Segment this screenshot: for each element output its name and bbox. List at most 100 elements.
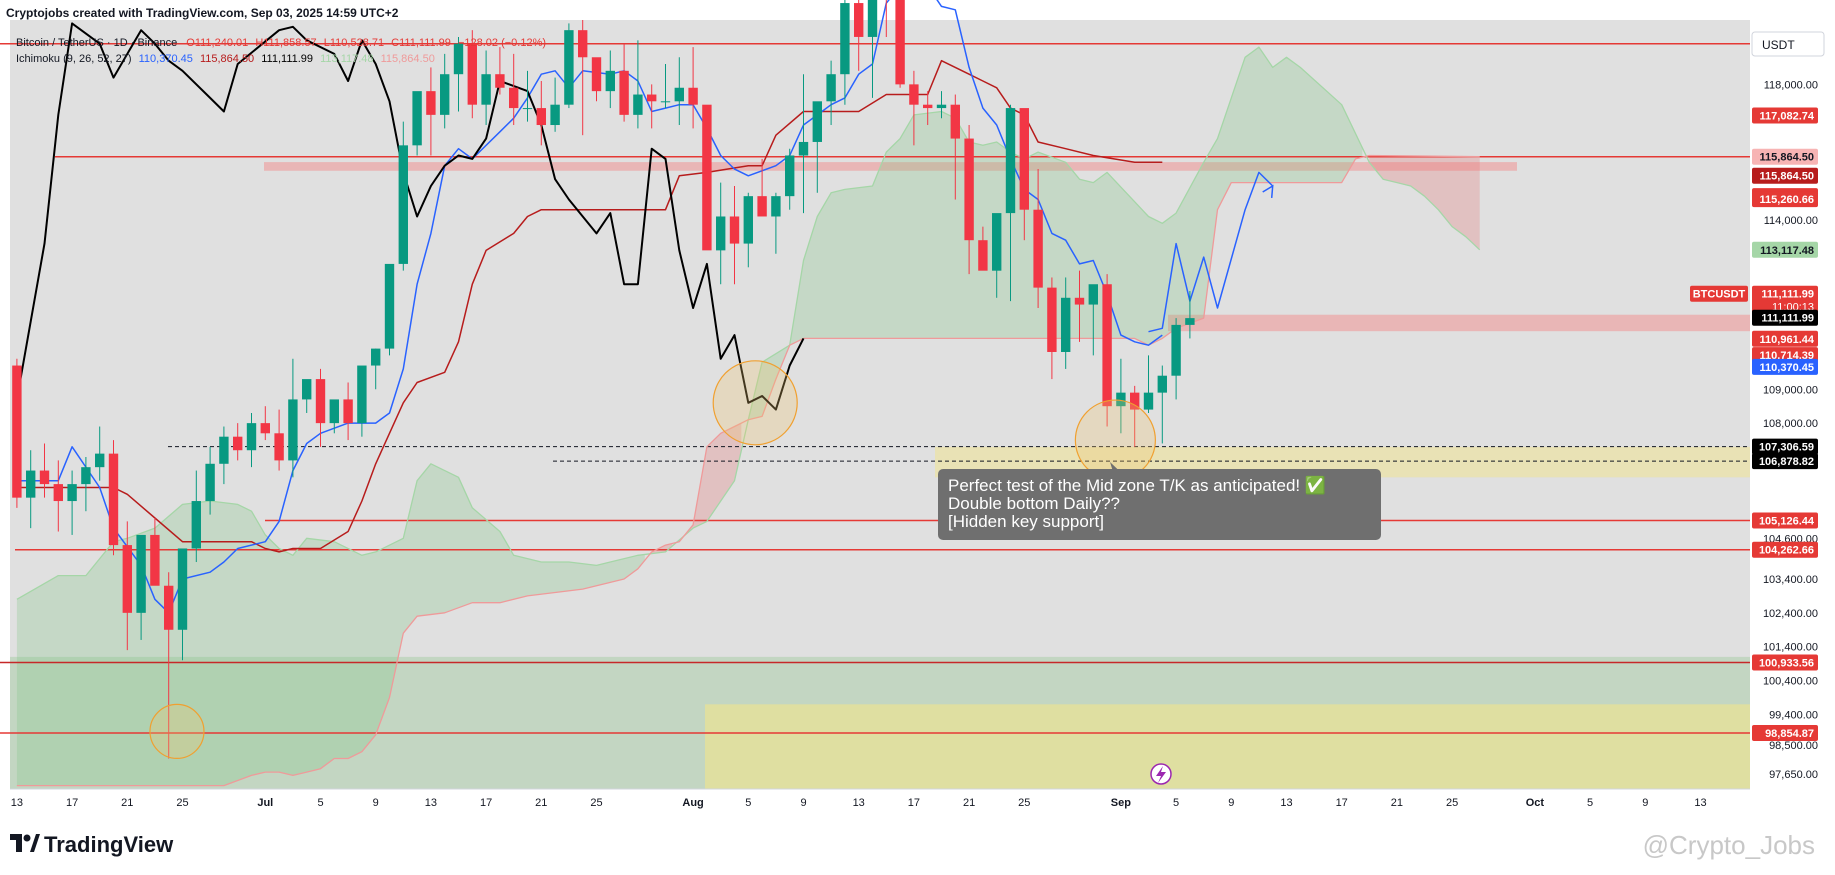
candle-body[interactable] bbox=[1019, 108, 1029, 210]
candle-body[interactable] bbox=[136, 534, 146, 613]
candle-body[interactable] bbox=[1116, 392, 1126, 407]
ohlc-change: −128.02 (−0.12%) bbox=[458, 37, 546, 49]
candle-body[interactable] bbox=[633, 94, 643, 115]
candle-body[interactable] bbox=[509, 87, 519, 109]
candle-body[interactable] bbox=[771, 196, 781, 217]
candle-body[interactable] bbox=[591, 57, 602, 92]
candle-body[interactable] bbox=[964, 138, 974, 241]
candle-body[interactable] bbox=[798, 141, 809, 156]
candle-body[interactable] bbox=[371, 348, 381, 366]
candle-body[interactable] bbox=[1005, 108, 1016, 214]
time-tick-label: 25 bbox=[176, 797, 188, 809]
candle-body[interactable] bbox=[522, 108, 533, 110]
currency-button[interactable]: USDT bbox=[1751, 31, 1825, 57]
highlight-circle-1[interactable] bbox=[712, 360, 798, 446]
candle-body[interactable] bbox=[274, 433, 284, 461]
candle-body[interactable] bbox=[936, 104, 947, 109]
candle-body[interactable] bbox=[1088, 284, 1098, 305]
candle-body[interactable] bbox=[895, 0, 905, 85]
candle-body[interactable] bbox=[619, 70, 629, 115]
candle-body[interactable] bbox=[757, 196, 767, 217]
candle-body[interactable] bbox=[550, 104, 560, 126]
candle-body[interactable] bbox=[12, 365, 22, 498]
candle-body[interactable] bbox=[1157, 375, 1167, 393]
candle-body[interactable] bbox=[467, 43, 477, 105]
candle-body[interactable] bbox=[495, 74, 505, 88]
price-label-badge bbox=[1752, 724, 1818, 741]
candle-body[interactable] bbox=[412, 91, 422, 146]
time-tick-label: 21 bbox=[963, 797, 975, 809]
candle-body[interactable] bbox=[785, 155, 795, 197]
candle-body[interactable] bbox=[729, 216, 740, 244]
candle-body[interactable] bbox=[67, 484, 77, 502]
candle-body[interactable] bbox=[233, 436, 243, 451]
candle-body[interactable] bbox=[260, 423, 270, 434]
candle-body[interactable] bbox=[343, 399, 353, 424]
price-label-badge bbox=[1752, 453, 1818, 470]
candle-body[interactable] bbox=[950, 104, 960, 139]
candle-body[interactable] bbox=[357, 365, 367, 424]
candle-body[interactable] bbox=[1185, 318, 1195, 325]
candle-body[interactable] bbox=[840, 3, 850, 75]
tradingview-logo[interactable]: TradingView bbox=[10, 832, 173, 858]
candle-body[interactable] bbox=[1171, 324, 1181, 376]
candle-body[interactable] bbox=[384, 263, 395, 349]
candle-body[interactable] bbox=[302, 379, 312, 400]
highlight-circle-0[interactable] bbox=[149, 703, 205, 760]
candle-body[interactable] bbox=[481, 74, 491, 105]
candle-body[interactable] bbox=[288, 399, 298, 461]
candle-body[interactable] bbox=[440, 74, 450, 115]
candle-body[interactable] bbox=[95, 453, 105, 468]
candle-body[interactable] bbox=[978, 240, 988, 271]
annotation-callout[interactable]: Perfect test of the Mid zone T/K as anti… bbox=[938, 462, 1381, 540]
candle-body[interactable] bbox=[854, 3, 864, 37]
candle-body[interactable] bbox=[191, 501, 201, 549]
candle-body[interactable] bbox=[1102, 284, 1112, 407]
candle-body[interactable] bbox=[246, 423, 257, 451]
candle-body[interactable] bbox=[453, 43, 464, 75]
chart-canvas[interactable]: 118,000.00 114,000.00 109,000.00 108,000.00… bbox=[0, 0, 1835, 818]
candle-body[interactable] bbox=[1143, 392, 1154, 410]
price-label-text: 115,864.50 bbox=[1760, 152, 1814, 164]
candle-body[interactable] bbox=[812, 101, 822, 142]
candle-body[interactable] bbox=[426, 91, 436, 115]
candle-body[interactable] bbox=[150, 534, 160, 586]
candle-body[interactable] bbox=[674, 87, 684, 102]
candle-body[interactable] bbox=[53, 484, 63, 502]
candle-body[interactable] bbox=[219, 436, 229, 464]
candle-body[interactable] bbox=[1047, 287, 1057, 352]
candle-body[interactable] bbox=[536, 108, 546, 126]
candle-body[interactable] bbox=[578, 30, 588, 58]
candle-body[interactable] bbox=[81, 467, 91, 485]
candle-body[interactable] bbox=[164, 585, 174, 630]
candle-body[interactable] bbox=[398, 145, 408, 264]
candle-body[interactable] bbox=[108, 453, 119, 546]
candle-body[interactable] bbox=[564, 30, 574, 105]
candle-body[interactable] bbox=[39, 470, 50, 485]
candle-body[interactable] bbox=[826, 74, 836, 102]
time-tick-label: 13 bbox=[853, 797, 865, 809]
candle-body[interactable] bbox=[205, 463, 215, 502]
candle-body[interactable] bbox=[177, 548, 188, 630]
candle-body[interactable] bbox=[909, 84, 919, 105]
candle-body[interactable] bbox=[605, 70, 615, 92]
candle-body[interactable] bbox=[1074, 297, 1085, 305]
lightning-icon[interactable] bbox=[1150, 763, 1172, 785]
candle-body[interactable] bbox=[329, 399, 339, 424]
candle-body[interactable] bbox=[743, 196, 753, 244]
candle-body[interactable] bbox=[122, 545, 132, 613]
candle-body[interactable] bbox=[992, 213, 1002, 271]
candle-body[interactable] bbox=[1061, 297, 1071, 352]
candle-body[interactable] bbox=[716, 216, 726, 251]
candle-body[interactable] bbox=[647, 94, 657, 102]
candle-body[interactable] bbox=[1033, 209, 1043, 288]
candle-body[interactable] bbox=[688, 87, 698, 105]
candle-body[interactable] bbox=[26, 470, 36, 498]
candle-body[interactable] bbox=[1130, 392, 1140, 410]
callout-box bbox=[938, 469, 1381, 540]
candle-body[interactable] bbox=[660, 101, 671, 103]
candle-body[interactable] bbox=[923, 104, 933, 109]
candle-body[interactable] bbox=[867, 0, 878, 37]
candle-body[interactable] bbox=[702, 104, 712, 251]
candle-body[interactable] bbox=[315, 379, 326, 424]
